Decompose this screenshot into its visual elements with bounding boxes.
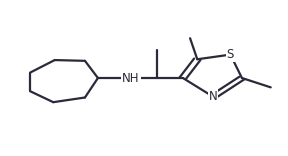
Text: S: S — [227, 48, 234, 61]
Text: NH: NH — [122, 71, 140, 85]
Text: N: N — [209, 90, 217, 103]
